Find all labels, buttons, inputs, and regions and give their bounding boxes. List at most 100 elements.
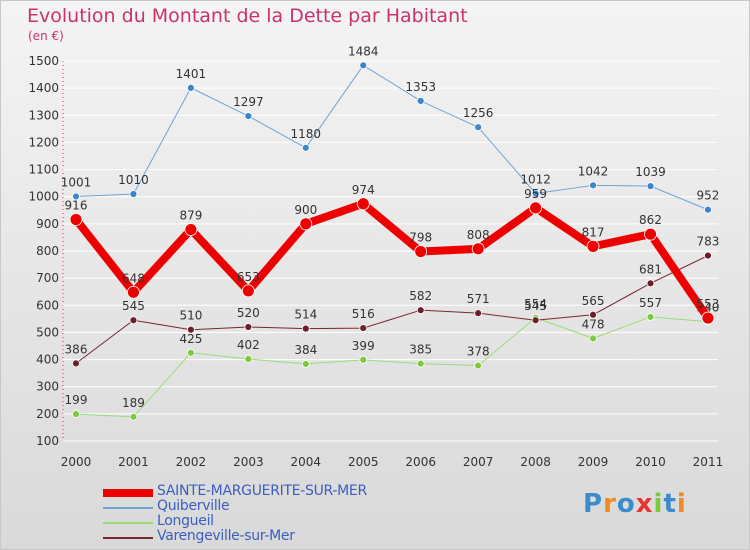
data-label: 1039 [635,165,666,179]
x-tick-label: 2009 [578,455,609,469]
data-label: 399 [352,339,375,353]
y-tick-label: 1000 [28,190,59,204]
x-tick-label: 2001 [118,455,149,469]
data-label: 520 [237,306,260,320]
data-label: 565 [582,294,605,308]
x-tick-label: 2010 [635,455,666,469]
y-tick-label: 400 [36,353,59,367]
data-point [129,412,138,421]
data-point [416,97,425,105]
logo-letter: i [676,489,687,519]
logo-letter: r [603,489,617,519]
legend-swatch [103,537,153,539]
legend-label: SAINTE-MARGUERITE-SUR-MER [157,483,367,499]
x-tick-label: 2000 [61,455,92,469]
data-point [646,313,655,321]
data-point [129,190,138,198]
data-label: 425 [179,332,202,346]
data-label: 385 [409,343,432,357]
data-point [301,360,310,368]
data-label: 1042 [578,164,609,178]
data-point [701,311,715,325]
data-point [244,355,253,363]
data-point [244,323,253,331]
data-point [359,61,368,70]
data-label: 199 [65,393,88,407]
data-label: 1484 [348,44,379,58]
y-tick-label: 200 [36,407,59,421]
data-label: 959 [524,187,547,201]
data-point [416,306,425,315]
y-tick-label: 500 [36,325,59,339]
data-point [359,355,368,364]
y-tick-label: 700 [36,271,59,285]
y-tick-label: 600 [36,298,59,312]
data-label: 952 [696,189,719,203]
data-label: 1353 [405,80,436,94]
y-tick-label: 900 [36,217,59,231]
data-label: 554 [524,297,547,311]
data-point [416,359,425,368]
data-label: 516 [352,307,375,321]
data-label: 553 [696,297,719,311]
y-tick-label: 1200 [28,135,59,149]
data-label: 1297 [233,95,264,109]
data-point [704,205,712,214]
data-point [186,83,195,92]
y-tick-label: 1400 [28,81,59,95]
x-tick-label: 2006 [405,455,436,469]
x-tick-label: 2002 [176,455,207,469]
data-point [704,251,712,260]
data-label: 1001 [61,175,92,189]
legend-label: Varengeville-sur-Mer [157,528,295,544]
data-label: 384 [294,343,317,357]
data-label: 545 [524,299,547,313]
legend-label: Longueil [157,513,214,529]
data-label: 1401 [176,67,207,81]
series-line [75,255,709,364]
data-label: 1256 [463,106,494,120]
data-point [589,181,597,190]
x-tick-label: 2004 [291,455,322,469]
data-label: 189 [122,396,145,410]
data-label: 378 [467,345,490,359]
data-point [474,123,483,132]
data-label: 386 [65,342,88,356]
data-point [589,310,597,319]
data-label: 879 [179,209,202,223]
logo-letter: i [653,489,664,519]
data-label: 900 [294,203,317,217]
data-point [72,192,80,201]
data-point [129,316,138,325]
data-label: 681 [639,262,662,276]
y-tick-label: 300 [36,380,59,394]
data-point [301,324,310,333]
y-tick-label: 800 [36,244,59,258]
data-label: 1012 [520,172,551,186]
y-tick-label: 100 [36,434,59,448]
data-point [644,227,657,241]
data-point [69,213,83,226]
series-line [75,316,709,418]
data-label: 402 [237,338,260,352]
data-point [127,285,140,299]
x-tick-label: 2005 [348,455,379,469]
data-label: 798 [409,231,432,245]
x-tick-label: 2008 [520,455,551,469]
data-label: 1180 [291,127,322,141]
data-label: 974 [352,183,375,197]
data-point [301,143,310,152]
data-label: 571 [467,292,490,306]
data-label: 653 [237,270,260,284]
data-point [531,189,540,198]
data-point [356,197,370,211]
data-point [646,182,655,191]
logo-letter: o [616,489,636,519]
series-line [72,199,712,323]
logo-letter: t [663,489,677,519]
y-tick-label: 1100 [28,163,59,177]
data-point [474,361,483,370]
x-tick-label: 2003 [233,455,264,469]
legend-label: Quiberville [157,498,230,514]
